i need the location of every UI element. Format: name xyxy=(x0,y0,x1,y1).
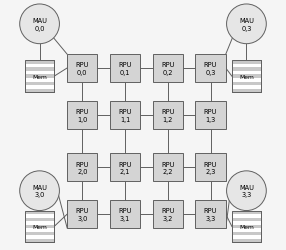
Bar xyxy=(25,89,54,93)
Text: MAU
0,3: MAU 0,3 xyxy=(239,18,254,32)
Text: RPU
2,1: RPU 2,1 xyxy=(118,161,132,174)
Text: RPU
0,0: RPU 0,0 xyxy=(76,62,89,76)
Bar xyxy=(25,218,54,222)
Text: Mem: Mem xyxy=(32,224,47,229)
Circle shape xyxy=(20,171,59,211)
Bar xyxy=(25,211,54,242)
Text: Mem: Mem xyxy=(239,224,254,229)
Bar xyxy=(25,68,54,72)
FancyBboxPatch shape xyxy=(153,55,183,82)
Text: RPU
0,3: RPU 0,3 xyxy=(204,62,217,76)
FancyBboxPatch shape xyxy=(110,102,140,129)
Bar xyxy=(232,61,261,65)
Bar xyxy=(25,211,54,214)
Text: RPU
0,2: RPU 0,2 xyxy=(161,62,174,76)
Text: RPU
3,3: RPU 3,3 xyxy=(204,208,217,221)
Text: RPU
3,0: RPU 3,0 xyxy=(76,208,89,221)
Text: RPU
1,3: RPU 1,3 xyxy=(204,109,217,122)
Bar xyxy=(232,211,261,214)
Bar xyxy=(232,239,261,242)
Bar xyxy=(25,239,54,242)
Text: MAU
3,0: MAU 3,0 xyxy=(32,184,47,198)
Bar xyxy=(25,61,54,65)
Bar xyxy=(232,218,261,222)
Circle shape xyxy=(20,5,59,44)
FancyBboxPatch shape xyxy=(195,200,226,228)
Text: RPU
2,2: RPU 2,2 xyxy=(161,161,174,174)
Text: Mem: Mem xyxy=(32,74,47,80)
FancyBboxPatch shape xyxy=(153,154,183,181)
Bar xyxy=(25,225,54,228)
Text: Mem: Mem xyxy=(239,74,254,80)
Bar xyxy=(232,68,261,72)
Bar xyxy=(232,61,261,93)
FancyBboxPatch shape xyxy=(195,55,226,82)
Bar xyxy=(232,225,261,228)
Bar xyxy=(232,211,261,242)
Bar xyxy=(232,82,261,86)
Text: MAU
3,3: MAU 3,3 xyxy=(239,184,254,198)
Text: RPU
0,1: RPU 0,1 xyxy=(118,62,132,76)
FancyBboxPatch shape xyxy=(67,55,98,82)
Circle shape xyxy=(227,171,266,211)
FancyBboxPatch shape xyxy=(195,154,226,181)
Circle shape xyxy=(227,5,266,44)
Text: RPU
3,2: RPU 3,2 xyxy=(161,208,174,221)
Bar xyxy=(25,232,54,235)
FancyBboxPatch shape xyxy=(195,102,226,129)
Bar xyxy=(232,61,261,93)
FancyBboxPatch shape xyxy=(67,154,98,181)
Bar xyxy=(232,89,261,93)
FancyBboxPatch shape xyxy=(110,154,140,181)
Bar xyxy=(25,61,54,93)
Text: RPU
1,0: RPU 1,0 xyxy=(76,109,89,122)
FancyBboxPatch shape xyxy=(110,55,140,82)
Text: RPU
3,1: RPU 3,1 xyxy=(118,208,132,221)
FancyBboxPatch shape xyxy=(67,102,98,129)
Bar xyxy=(25,75,54,79)
FancyBboxPatch shape xyxy=(153,102,183,129)
FancyBboxPatch shape xyxy=(110,200,140,228)
Bar xyxy=(25,61,54,93)
Text: RPU
1,2: RPU 1,2 xyxy=(161,109,174,122)
Text: RPU
2,3: RPU 2,3 xyxy=(204,161,217,174)
Text: RPU
1,1: RPU 1,1 xyxy=(118,109,132,122)
Bar xyxy=(232,75,261,79)
Text: RPU
2,0: RPU 2,0 xyxy=(76,161,89,174)
Text: MAU
0,0: MAU 0,0 xyxy=(32,18,47,32)
Bar xyxy=(232,211,261,242)
Bar xyxy=(25,211,54,242)
FancyBboxPatch shape xyxy=(153,200,183,228)
FancyBboxPatch shape xyxy=(67,200,98,228)
Bar xyxy=(232,232,261,235)
Bar xyxy=(25,82,54,86)
